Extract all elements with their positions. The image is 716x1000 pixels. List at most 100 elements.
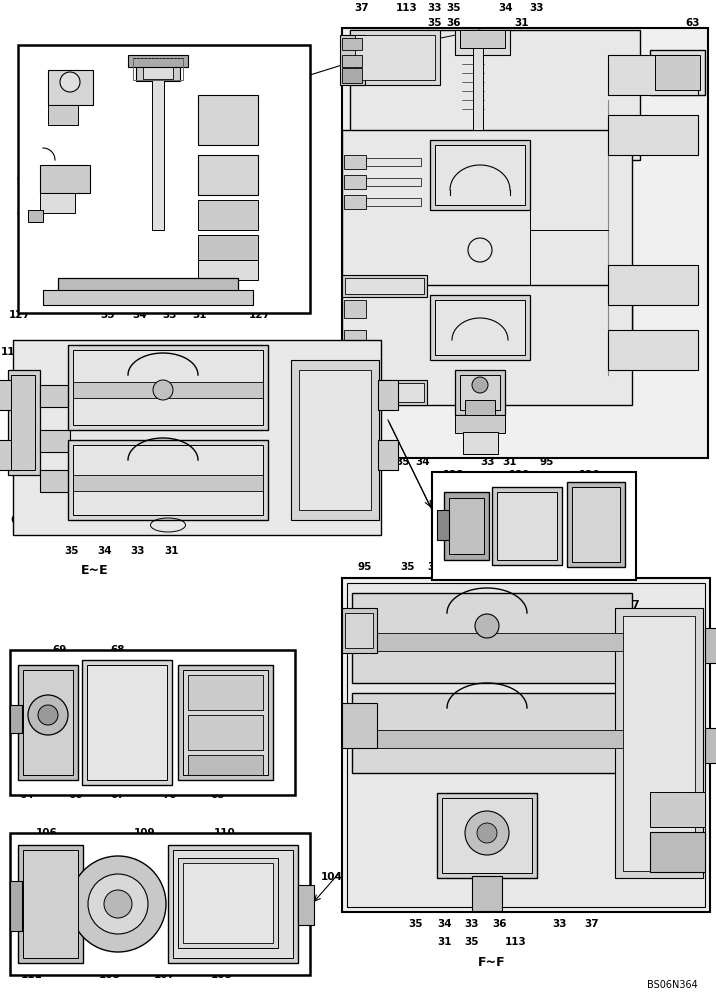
Bar: [378, 380, 398, 410]
Bar: [472, 876, 502, 911]
Text: 127: 127: [249, 310, 271, 320]
Bar: [608, 55, 698, 95]
Bar: [13, 340, 381, 535]
Bar: [18, 665, 78, 780]
Bar: [128, 55, 188, 67]
Text: 121: 121: [509, 470, 531, 480]
Bar: [173, 850, 293, 958]
Bar: [40, 470, 70, 492]
Bar: [73, 445, 263, 515]
Bar: [432, 472, 636, 580]
Bar: [11, 375, 35, 470]
Text: 127: 127: [9, 310, 31, 320]
Bar: [608, 115, 698, 155]
Bar: [143, 65, 173, 79]
Bar: [608, 265, 698, 305]
Bar: [18, 845, 83, 963]
Text: 31: 31: [515, 18, 529, 28]
Text: 113: 113: [396, 3, 418, 13]
Bar: [345, 613, 373, 648]
Bar: [73, 350, 263, 425]
Bar: [198, 200, 258, 230]
Bar: [198, 235, 258, 260]
Text: 33: 33: [553, 919, 567, 929]
Text: 39: 39: [215, 213, 229, 223]
Bar: [344, 300, 366, 318]
Bar: [366, 178, 421, 186]
Text: D~D: D~D: [473, 477, 503, 489]
Circle shape: [153, 380, 173, 400]
Text: 34: 34: [416, 457, 430, 467]
Circle shape: [475, 614, 499, 638]
Bar: [73, 382, 263, 398]
Bar: [136, 63, 180, 81]
Bar: [152, 80, 164, 230]
Bar: [0, 440, 18, 470]
Text: 119: 119: [257, 347, 279, 357]
Bar: [8, 370, 40, 475]
Bar: [460, 30, 505, 48]
Bar: [133, 58, 183, 80]
Circle shape: [472, 377, 488, 393]
Bar: [615, 608, 703, 878]
Text: 87: 87: [626, 600, 640, 610]
Text: 37: 37: [585, 919, 599, 929]
Bar: [299, 370, 371, 510]
Bar: [291, 360, 379, 520]
Text: 31: 31: [165, 546, 179, 556]
Bar: [82, 660, 172, 785]
Bar: [345, 278, 424, 294]
Circle shape: [477, 823, 497, 843]
Text: 35: 35: [396, 457, 410, 467]
Bar: [473, 30, 483, 130]
Text: 29: 29: [8, 463, 22, 473]
Bar: [435, 145, 525, 205]
Text: 31: 31: [437, 937, 453, 947]
Bar: [347, 583, 705, 907]
Bar: [10, 650, 295, 795]
Bar: [342, 130, 632, 340]
Text: 122: 122: [443, 470, 465, 480]
Text: 104: 104: [321, 872, 343, 882]
Text: 35: 35: [64, 546, 79, 556]
Bar: [352, 693, 632, 773]
Bar: [366, 158, 421, 166]
Text: 33: 33: [530, 3, 544, 13]
Bar: [357, 633, 632, 651]
Text: 106: 106: [36, 828, 58, 838]
Text: 33: 33: [455, 562, 469, 572]
Text: 38: 38: [215, 100, 229, 110]
Text: 37: 37: [354, 3, 369, 13]
Circle shape: [60, 72, 80, 92]
Text: 34: 34: [97, 546, 112, 556]
Bar: [455, 415, 505, 433]
Bar: [73, 475, 263, 491]
Circle shape: [70, 856, 166, 952]
Bar: [344, 155, 366, 169]
Bar: [10, 881, 22, 931]
Text: 64: 64: [19, 790, 34, 800]
Text: E~E: E~E: [81, 564, 109, 576]
Bar: [650, 832, 705, 872]
Bar: [344, 195, 366, 209]
Text: 88: 88: [619, 562, 633, 572]
Bar: [0, 380, 18, 410]
Text: 44: 44: [16, 208, 32, 218]
Text: 51: 51: [40, 53, 54, 63]
Text: F~F: F~F: [478, 956, 505, 968]
Bar: [178, 665, 273, 780]
Text: 33: 33: [465, 919, 479, 929]
Bar: [463, 432, 498, 454]
Bar: [357, 730, 632, 748]
Bar: [378, 440, 398, 470]
Bar: [435, 300, 525, 355]
Bar: [58, 278, 238, 298]
Bar: [655, 55, 700, 90]
Bar: [48, 105, 78, 125]
Text: 28: 28: [8, 428, 22, 438]
Bar: [492, 487, 562, 565]
Text: 35: 35: [401, 562, 415, 572]
Text: 119: 119: [1, 347, 23, 357]
Bar: [465, 400, 495, 420]
Text: 110: 110: [214, 828, 236, 838]
